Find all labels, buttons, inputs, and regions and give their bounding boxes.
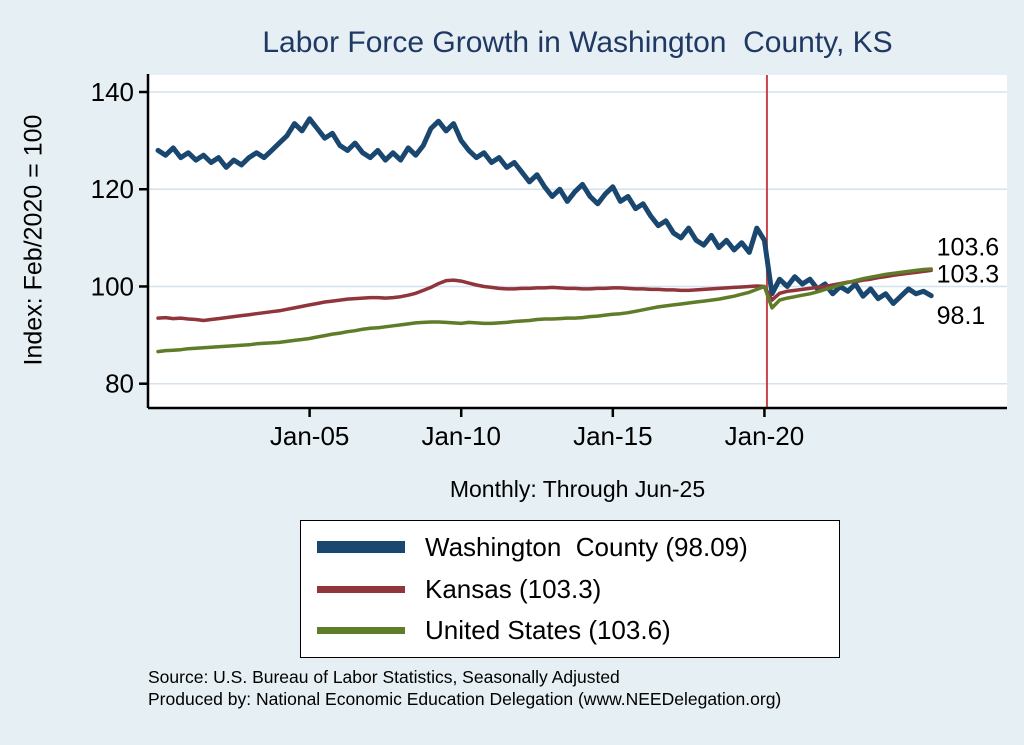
chart-title: Labor Force Growth in Washington County,… [262,26,893,59]
y-tick-label: 80 [105,369,134,399]
plot-background [148,75,1007,408]
x-tick-label: Jan-05 [270,421,350,451]
legend-item-label: United States (103.6) [425,615,671,646]
legend-item-label: Washington County (98.09) [425,531,748,562]
legend-line-swatch-united-states [317,627,405,635]
series-line-washington-county [155,116,934,306]
series-end-label: 103.6 [937,233,1000,261]
source-note: Source: U.S. Bureau of Labor Statistics,… [148,667,620,687]
footer-notes: Source: U.S. Bureau of Labor Statistics,… [148,666,781,710]
x-axis-subtitle: Monthly: Through Jun-25 [449,476,706,502]
legend-item: Washington County (98.09) [301,532,839,563]
y-tick-label: 120 [91,174,134,204]
legend: Washington County (98.09) Kansas (103.3)… [300,520,840,658]
legend-item: Kansas (103.3) [301,574,839,605]
y-tick-label: 100 [91,271,134,301]
y-tick-label: 140 [91,77,134,107]
legend-item-label: Kansas (103.3) [425,573,602,604]
series-end-label: 103.3 [937,261,1000,289]
legend-line-swatch-washington-county [317,541,405,554]
y-axis-title: Index: Feb/2020 = 100 [19,114,48,366]
x-tick-label: Jan-10 [421,421,501,451]
series-line-kansas [156,268,933,323]
producer-note: Produced by: National Economic Education… [148,689,782,709]
legend-item: United States (103.6) [301,615,839,646]
series-line-united-states [156,267,933,354]
x-tick-label: Jan-15 [573,421,653,451]
x-tick-label: Jan-20 [725,421,805,451]
series-end-label: 98.1 [937,302,986,330]
legend-line-swatch-kansas [317,585,405,593]
